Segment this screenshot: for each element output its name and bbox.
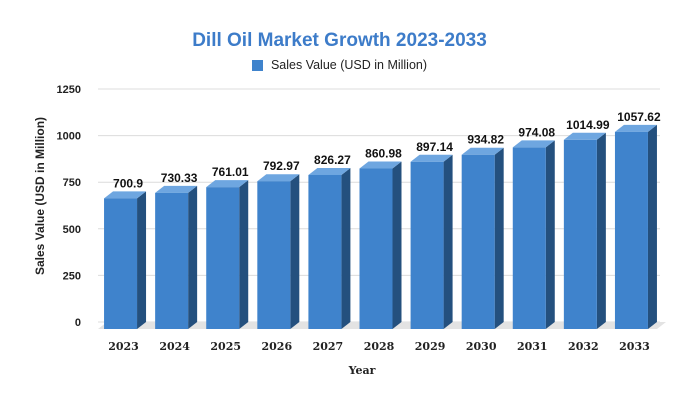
bar-side	[443, 154, 453, 329]
y-tick-label: 250	[63, 270, 81, 282]
bar-side	[188, 185, 198, 329]
x-tick-label: 2030	[466, 340, 497, 353]
bar-top	[206, 180, 249, 188]
bar	[614, 131, 648, 329]
bar	[410, 161, 444, 329]
bar-top	[614, 124, 657, 132]
x-tick-label: 2029	[415, 340, 446, 353]
data-label: 934.82	[467, 133, 504, 147]
data-label: 826.27	[314, 153, 351, 167]
data-label: 1057.62	[617, 110, 661, 124]
bar-top	[410, 154, 453, 162]
bar-side	[392, 161, 402, 329]
data-label: 792.97	[263, 159, 300, 173]
bar	[206, 187, 240, 329]
x-tick-label: 2028	[364, 340, 395, 353]
x-tick-label: 2026	[262, 340, 293, 353]
bar-top	[257, 174, 300, 182]
bar-top	[563, 132, 606, 140]
chart-title: Dill Oil Market Growth 2023-2033	[192, 30, 487, 51]
bar	[512, 147, 546, 329]
y-axis-title: Sales Value (USD in Million)	[33, 117, 47, 275]
bar	[155, 192, 189, 329]
bar-top	[155, 185, 198, 193]
x-tick-label: 2025	[210, 340, 241, 353]
bar-side	[341, 167, 351, 329]
bar	[359, 168, 393, 329]
y-tick-label: 1000	[57, 131, 81, 143]
data-label: 1014.99	[566, 118, 610, 132]
bar-side	[596, 132, 606, 329]
data-label: 860.98	[365, 147, 402, 161]
bar	[257, 181, 291, 329]
data-label: 700.9	[113, 176, 143, 190]
bar	[104, 198, 138, 329]
bar-side	[494, 147, 504, 329]
data-label: 761.01	[212, 165, 249, 179]
data-label: 730.33	[161, 171, 198, 185]
x-tick-label: 2032	[568, 340, 599, 353]
bar-side	[545, 140, 555, 329]
x-tick-label: 2024	[159, 340, 190, 353]
x-axis-title: Year	[348, 364, 376, 377]
y-tick-label: 1250	[57, 84, 81, 96]
bar	[461, 154, 495, 329]
bar-top	[461, 147, 504, 155]
x-tick-label: 2031	[517, 340, 548, 353]
data-label: 897.14	[416, 140, 453, 154]
legend-label: Sales Value (USD in Million)	[270, 58, 428, 72]
bar-top	[359, 161, 402, 169]
bar-side	[137, 191, 147, 329]
data-label: 974.08	[518, 125, 555, 139]
y-tick-label: 500	[63, 224, 81, 236]
x-tick-label: 2027	[313, 340, 344, 353]
bar	[308, 174, 342, 329]
bar-side	[239, 180, 249, 329]
bar-top	[104, 191, 147, 199]
y-tick-label: 0	[75, 317, 81, 329]
x-tick-label: 2033	[619, 340, 650, 353]
bar-side	[290, 174, 300, 329]
legend: Sales Value (USD in Million)	[0, 58, 679, 72]
legend-swatch	[251, 59, 263, 71]
bar	[563, 139, 597, 329]
y-tick-label: 750	[63, 177, 81, 189]
bar-side	[647, 124, 657, 329]
bar-top	[512, 140, 555, 148]
bar-top	[308, 167, 351, 175]
x-tick-label: 2023	[108, 340, 139, 353]
